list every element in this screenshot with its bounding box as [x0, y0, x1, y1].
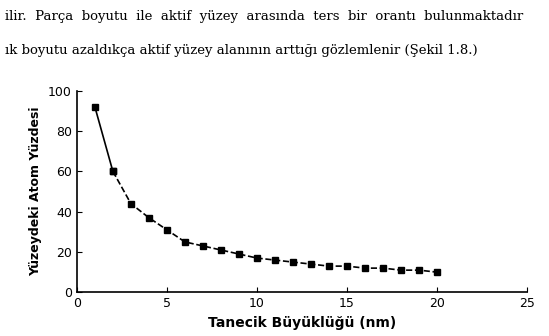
X-axis label: Tanecik Büyüklüğü (nm): Tanecik Büyüklüğü (nm) — [208, 316, 396, 330]
Y-axis label: Yüzeydeki Atom Yüzdesi: Yüzeydeki Atom Yüzdesi — [30, 107, 43, 276]
Text: ilir.  Parça  boyutu  ile  aktif  yüzey  arasında  ters  bir  orantı  bulunmakta: ilir. Parça boyutu ile aktif yüzey arası… — [5, 10, 524, 23]
Text: ık boyutu azaldıkça aktif yüzey alanının arttığı gözlemlenir (Şekil 1.8.): ık boyutu azaldıkça aktif yüzey alanının… — [5, 44, 478, 57]
